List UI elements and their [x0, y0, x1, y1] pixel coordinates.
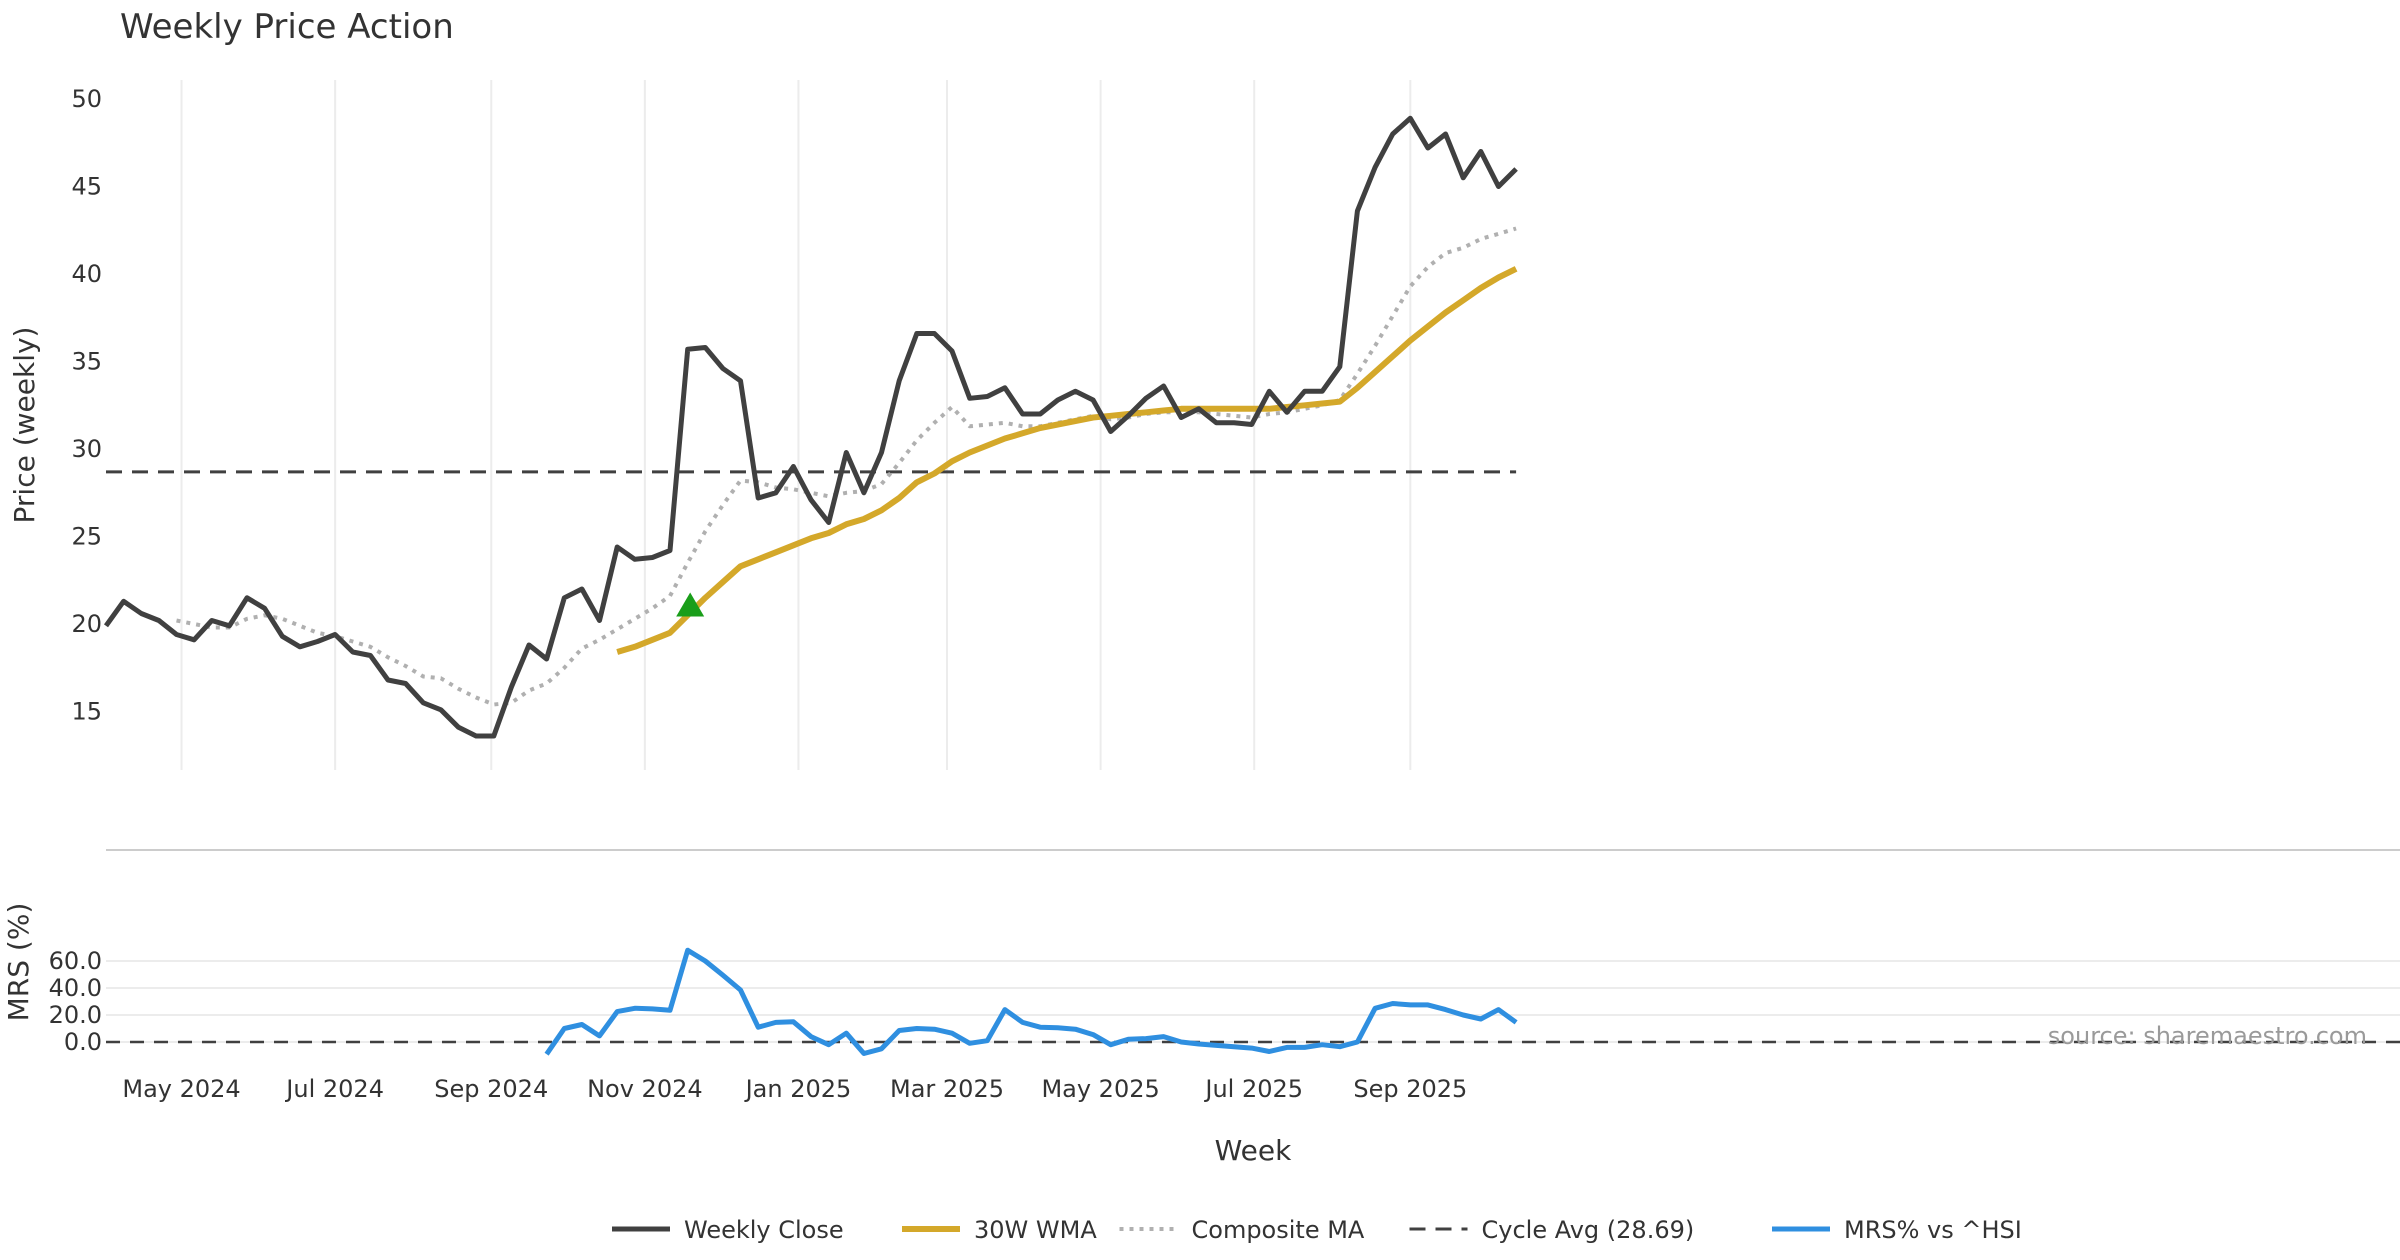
x-tick-label: Nov 2024 — [587, 1075, 703, 1103]
price-tick-label: 35 — [71, 348, 102, 376]
series-line-weekly-close — [103, 115, 1518, 739]
legend-label-weekly-close: Weekly Close — [684, 1216, 844, 1244]
mrs-tick-label: 20.0 — [49, 1001, 102, 1029]
x-tick-label: Sep 2025 — [1353, 1075, 1467, 1103]
x-axis-label: Week — [1215, 1134, 1292, 1167]
price-tick-label: 40 — [71, 260, 102, 288]
series-line-composite-ma — [176, 226, 1517, 707]
price-tick-label: 25 — [71, 523, 102, 551]
legend: Weekly Close 30W WMA Composite MA Cycle Avg… — [612, 1216, 2022, 1244]
mrs-y-axis-label: MRS (%) — [2, 903, 35, 1022]
source-label: source: sharemaestro.com — [2048, 1022, 2367, 1050]
x-axis-ticks: May 2024 Jul 2024 Sep 2024 Nov 2024 Jan 2025… — [122, 1075, 1467, 1103]
price-series — [103, 115, 1518, 739]
buy-signal-marker — [676, 592, 705, 617]
x-tick-label: Mar 2025 — [890, 1075, 1004, 1103]
price-tick-label: 15 — [71, 698, 102, 726]
x-tick-label: Jan 2025 — [744, 1075, 852, 1103]
price-tick-label: 45 — [71, 173, 102, 201]
x-tick-label: Jul 2024 — [284, 1075, 384, 1103]
price-tick-label: 50 — [71, 85, 102, 113]
mrs-y-ticks: 0.020.040.060.0 — [49, 947, 102, 1056]
mrs-series — [106, 947, 2400, 1056]
price-tick-label: 30 — [71, 435, 102, 463]
series-line-mrs — [544, 947, 1518, 1056]
legend-label-composite-ma: Composite MA — [1192, 1216, 1365, 1244]
price-grid — [180, 80, 1412, 770]
x-tick-label: Sep 2024 — [434, 1075, 548, 1103]
mrs-grid — [106, 960, 2400, 1043]
legend-label-mrs-vs-hsi: MRS% vs ^HSI — [1844, 1216, 2022, 1244]
x-tick-label: Jul 2025 — [1203, 1075, 1303, 1103]
price-y-ticks: 15 20 25 30 35 40 45 50 — [71, 85, 102, 726]
chart-title: Weekly Price Action — [120, 7, 454, 47]
x-tick-label: May 2024 — [122, 1075, 240, 1103]
price-y-axis-label: Price (weekly) — [8, 327, 41, 524]
series-line-30w-wma — [616, 266, 1518, 655]
legend-label-cycle-avg-28-69: Cycle Avg (28.69) — [1482, 1216, 1695, 1244]
x-tick-label: May 2025 — [1041, 1075, 1159, 1103]
price-tick-label: 20 — [71, 610, 102, 638]
mrs-tick-label: 60.0 — [49, 947, 102, 975]
mrs-tick-label: 0.0 — [64, 1028, 102, 1056]
legend-label-30w-wma: 30W WMA — [974, 1216, 1097, 1244]
mrs-tick-label: 40.0 — [49, 974, 102, 1002]
